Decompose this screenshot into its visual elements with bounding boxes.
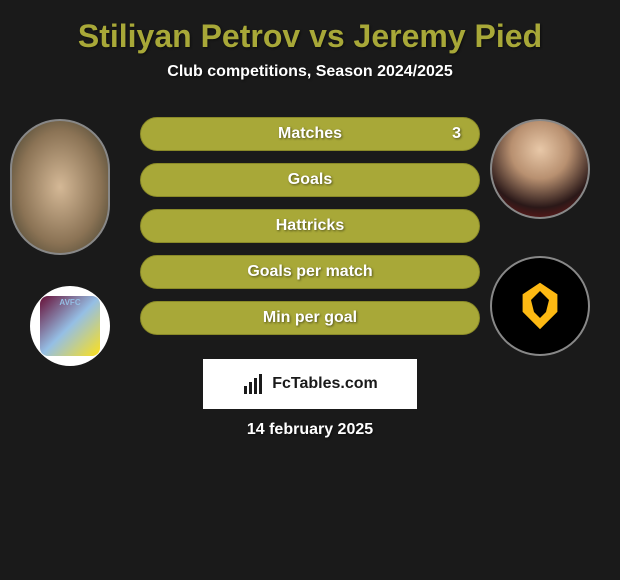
stat-bar-goals-per-match: Goals per match (140, 255, 480, 289)
chart-icon (242, 372, 266, 396)
stat-bar-min-per-goal: Min per goal (140, 301, 480, 335)
player-photo-left (10, 119, 110, 255)
stat-label: Hattricks (276, 217, 344, 235)
player-photo-right (490, 119, 590, 219)
stat-bar-goals: Goals (140, 163, 480, 197)
stat-value-right: 3 (452, 125, 461, 143)
branding-text: FcTables.com (272, 375, 378, 393)
stat-label: Goals (288, 171, 332, 189)
stat-bar-matches: Matches 3 (140, 117, 480, 151)
club-badge-left-shield: AVFC (40, 296, 100, 356)
branding-box: FcTables.com (203, 359, 417, 409)
infographic-container: Stiliyan Petrov vs Jeremy Pied Club comp… (0, 0, 620, 451)
stat-label: Goals per match (247, 263, 372, 281)
stat-label: Matches (278, 125, 342, 143)
stat-bar-hattricks: Hattricks (140, 209, 480, 243)
date-label: 14 february 2025 (247, 421, 373, 439)
club-badge-left-text: AVFC (59, 298, 80, 307)
comparison-title: Stiliyan Petrov vs Jeremy Pied (0, 0, 620, 63)
content-area: AVFC Matches 3 Goals Hattricks Goals per… (0, 101, 620, 451)
wolves-icon (510, 276, 570, 336)
stat-label: Min per goal (263, 309, 357, 327)
club-badge-right (490, 256, 590, 356)
comparison-subtitle: Club competitions, Season 2024/2025 (0, 63, 620, 101)
club-badge-left: AVFC (30, 286, 110, 366)
